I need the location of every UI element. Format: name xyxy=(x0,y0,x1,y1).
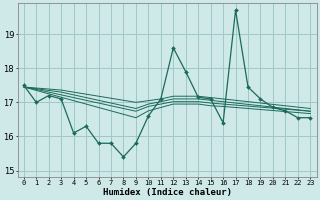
X-axis label: Humidex (Indice chaleur): Humidex (Indice chaleur) xyxy=(102,188,232,197)
